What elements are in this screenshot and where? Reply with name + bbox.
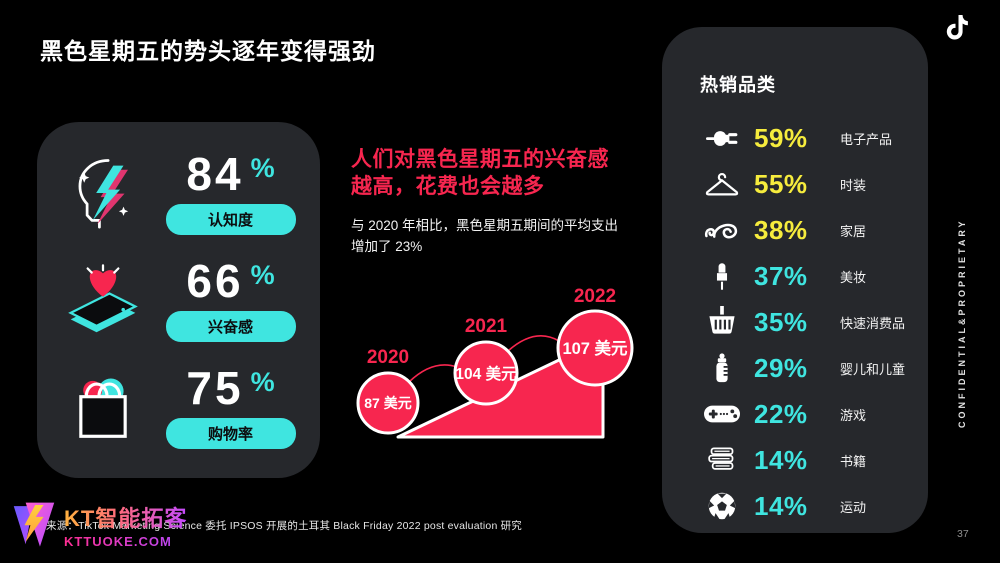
confidential-vertical-label: CONFIDENTIAL&PROPRIETARY <box>957 218 967 428</box>
category-label: 时装 <box>840 177 867 193</box>
category-label: 美妆 <box>840 269 867 285</box>
category-row-fashion: 55% 时装 <box>700 161 928 207</box>
home-swirl-icon <box>700 218 744 242</box>
average-spend-chart: 2020 2021 2022 87 美元 104 美元 107 美元 <box>350 275 660 480</box>
category-label: 快速消费品 <box>840 315 906 331</box>
category-row-home: 38% 家居 <box>700 207 928 253</box>
stat-row-awareness: 84 % 认知度 <box>51 148 306 236</box>
insight-block: 人们对黑色星期五的兴奋感 越高，花费也会越多 与 2020 年相比，黑色星期五期… <box>351 146 656 257</box>
hot-categories-panel: 热销品类 59% 电子产品 <box>662 27 928 533</box>
stat-excitement: 66 % 兴奋感 <box>155 258 306 342</box>
books-icon <box>700 446 744 474</box>
baby-bottle-icon <box>700 352 744 384</box>
stat-row-shopping: 75 % 购物率 <box>51 365 306 449</box>
category-value: 59% <box>754 122 808 153</box>
stat-percent-sign: % <box>250 153 275 184</box>
bubble-2022 <box>556 309 634 387</box>
value-label-2020: 87 美元 <box>364 395 411 411</box>
category-value: 29% <box>754 352 808 383</box>
value-label-2021: 104 美元 <box>455 364 517 383</box>
stat-value: 75 <box>186 361 244 414</box>
year-label-2021: 2021 <box>465 316 508 337</box>
stat-awareness: 84 % 认知度 <box>155 148 306 236</box>
page-title: 黑色星期五的势头逐年变得强劲 <box>40 38 376 64</box>
category-label: 婴儿和儿童 <box>840 361 906 377</box>
stat-label-pill: 认知度 <box>165 204 296 236</box>
categories-list: 59% 电子产品 55% 时装 <box>700 115 928 529</box>
connector-2020-2021 <box>408 364 458 383</box>
page-number: 37 <box>957 528 969 540</box>
stat-row-excitement: 66 % 兴奋感 <box>51 258 306 342</box>
categories-title: 热销品类 <box>700 75 776 95</box>
category-row-beauty: 37% 美妆 <box>700 253 928 299</box>
bubble-2020 <box>356 371 420 435</box>
insight-body: 与 2020 年相比，黑色星期五期间的平均支出 增加了 23% <box>351 217 619 254</box>
stat-label-pill: 购物率 <box>165 417 296 449</box>
stat-value: 84 <box>186 148 244 201</box>
category-value: 14% <box>754 444 808 475</box>
plug-icon <box>700 126 744 151</box>
lipstick-icon <box>700 261 744 291</box>
connector-2021-2022 <box>507 335 560 352</box>
head-lightning-icon <box>51 152 155 234</box>
category-row-sports: 14% 运动 <box>700 483 928 529</box>
category-label: 运动 <box>840 499 867 515</box>
stat-value: 66 <box>186 254 244 307</box>
category-value: 35% <box>754 306 808 337</box>
category-label: 家居 <box>840 223 867 239</box>
tiktok-logo-icon <box>946 14 970 46</box>
category-label: 游戏 <box>840 407 867 423</box>
stats-panel: 84 % 认知度 66 % <box>37 122 320 478</box>
category-label: 电子产品 <box>840 131 893 147</box>
year-label-2022: 2022 <box>574 286 616 307</box>
stat-percent-sign: % <box>250 259 275 290</box>
category-value: 37% <box>754 260 808 291</box>
watermark-logo-icon <box>13 502 55 547</box>
year-label-2020: 2020 <box>367 347 409 368</box>
value-label-2022: 107 美元 <box>562 338 628 358</box>
watermark-url: KTTUOKE.COM <box>64 534 187 549</box>
category-label: 书籍 <box>840 453 867 469</box>
source-note: 来源：TikTok Marketing Science 委托 IPSOS 开展的… <box>46 520 523 532</box>
category-value: 14% <box>754 490 808 521</box>
category-row-games: 22% 游戏 <box>700 391 928 437</box>
soccer-ball-icon <box>700 491 744 521</box>
heart-phone-icon <box>51 260 155 340</box>
category-row-books: 14% 书籍 <box>700 437 928 483</box>
bubble-2021 <box>453 340 519 406</box>
stat-shopping: 75 % 购物率 <box>155 365 306 449</box>
insight-headline: 人们对黑色星期五的兴奋感 越高，花费也会越多 <box>351 148 609 199</box>
category-row-electronics: 59% 电子产品 <box>700 115 928 161</box>
category-value: 22% <box>754 398 808 429</box>
stat-percent-sign: % <box>250 366 275 397</box>
game-controller-icon <box>700 404 744 424</box>
category-value: 38% <box>754 214 808 245</box>
category-row-fmcg: 35% 快速消费品 <box>700 299 928 345</box>
watermark-brand: KT智能拓客 <box>64 501 187 533</box>
category-row-baby: 29% 婴儿和儿童 <box>700 345 928 391</box>
stat-label-pill: 兴奋感 <box>165 310 296 342</box>
category-value: 55% <box>754 168 808 199</box>
basket-icon <box>700 306 744 338</box>
shopping-bag-icon <box>51 369 155 445</box>
hanger-icon <box>700 172 744 196</box>
watermark: KT智能拓客 KTTUOKE.COM <box>8 499 187 549</box>
